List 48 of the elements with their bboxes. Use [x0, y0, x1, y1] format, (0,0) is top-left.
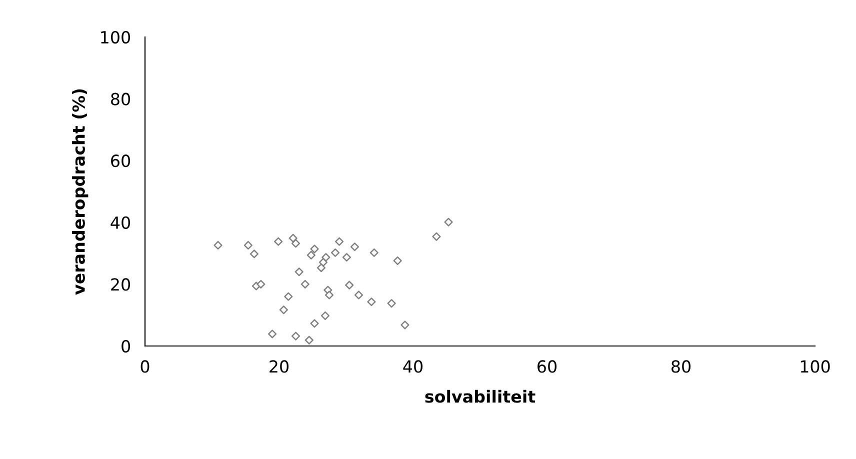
x-tick-label: 100 — [800, 360, 830, 373]
x-tick-label: 0 — [140, 360, 150, 373]
point — [318, 258, 328, 267]
point — [291, 332, 300, 340]
point — [291, 239, 300, 248]
point — [387, 299, 396, 308]
y-tick-label: 100 — [101, 30, 130, 44]
x-axis-title: solvabiliteit — [425, 390, 536, 403]
y-tick-label: 20 — [111, 278, 130, 291]
point — [400, 320, 410, 330]
point — [250, 250, 259, 258]
point — [432, 232, 441, 241]
y-tick-label: 60 — [111, 154, 130, 168]
point — [354, 290, 364, 300]
point — [342, 253, 351, 262]
x-tick-label: 80 — [672, 360, 690, 373]
point — [214, 240, 222, 250]
point — [268, 330, 277, 338]
point — [310, 244, 319, 254]
point — [393, 256, 402, 266]
point — [370, 248, 378, 257]
point — [330, 248, 340, 257]
x-tick-label: 40 — [403, 360, 422, 373]
point — [335, 237, 344, 246]
y-axis-title: veranderopdracht (%) — [72, 89, 88, 295]
point — [444, 218, 453, 226]
x-tick-label: 60 — [538, 360, 556, 373]
point — [288, 234, 298, 242]
x-tick-label: 20 — [270, 360, 288, 373]
point — [306, 250, 316, 260]
point — [350, 242, 360, 252]
point — [294, 268, 304, 276]
point — [244, 240, 252, 250]
point — [304, 336, 314, 344]
point — [324, 290, 334, 300]
point — [367, 298, 376, 306]
point — [256, 280, 266, 288]
point — [310, 319, 319, 328]
point — [316, 264, 326, 272]
point — [274, 237, 283, 246]
point — [300, 280, 310, 288]
y-tick-label: 40 — [110, 216, 130, 229]
y-tick-label: 80 — [111, 92, 130, 106]
point — [284, 292, 293, 301]
point — [345, 280, 354, 290]
point — [320, 311, 330, 320]
point — [279, 306, 288, 314]
y-tick-label: 0 — [122, 340, 130, 353]
